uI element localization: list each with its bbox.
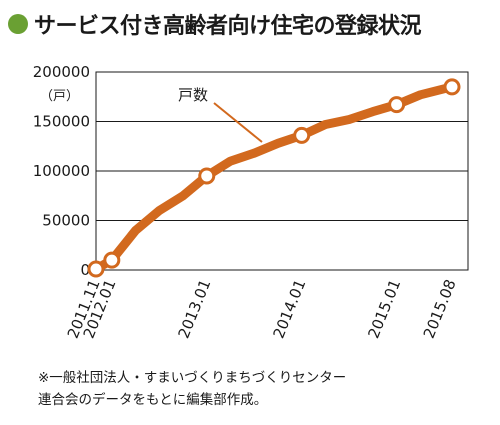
source-note-line-1: ※一般社団法人・すまいづくりまちづくりセンター bbox=[38, 370, 347, 386]
chart-title: サービス付き高齢者向け住宅の登録状況 bbox=[34, 14, 422, 39]
data-point-marker bbox=[388, 96, 406, 114]
y-axis-unit: （戸） bbox=[40, 89, 79, 104]
source-note-line-2: 連合会のデータをもとに編集部作成。 bbox=[38, 392, 268, 408]
source-note: ※一般社団法人・すまいづくりまちづくりセンター 連合会のデータをもとに編集部作成… bbox=[38, 367, 493, 411]
y-tick-label: 200000 bbox=[33, 63, 90, 81]
x-tick-label: 2015.01 bbox=[364, 277, 404, 341]
data-point-marker bbox=[198, 167, 216, 185]
y-axis-ticks: 0 50000 100000 150000 200000 bbox=[33, 63, 90, 279]
x-tick-label: 2014.01 bbox=[269, 277, 309, 341]
data-point-marker bbox=[87, 260, 105, 278]
grid-lines bbox=[96, 121, 468, 221]
series-label-leader bbox=[213, 102, 263, 143]
y-tick-label: 0 bbox=[80, 261, 90, 279]
y-tick-label: 50000 bbox=[42, 212, 90, 230]
data-point-marker bbox=[293, 126, 311, 144]
x-tick-label: 2015.08 bbox=[420, 277, 460, 341]
y-tick-label: 150000 bbox=[33, 113, 90, 131]
plot-frame bbox=[95, 71, 469, 271]
data-point-marker bbox=[443, 78, 461, 96]
series-label: 戸数 bbox=[178, 86, 208, 104]
title-bullet-icon bbox=[8, 14, 28, 34]
x-tick-label: 2013.01 bbox=[175, 277, 215, 341]
series-markers bbox=[87, 78, 461, 278]
data-point-marker bbox=[103, 251, 121, 269]
y-tick-label: 100000 bbox=[33, 162, 90, 180]
series-line-戸数 bbox=[91, 82, 457, 274]
chart-title-wrap: サービス付き高齢者向け住宅の登録状況 bbox=[8, 8, 422, 40]
